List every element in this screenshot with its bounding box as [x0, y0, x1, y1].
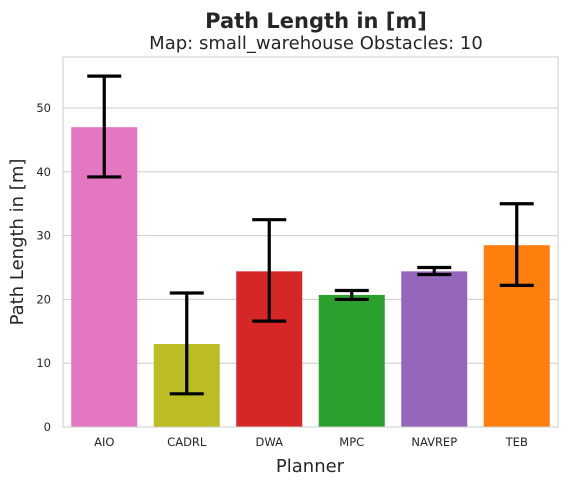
chart-title: Path Length in [m] [205, 9, 427, 33]
error-bar-teb [499, 202, 534, 287]
bar-mpc [318, 294, 385, 427]
x-tick-label-dwa: DWA [256, 435, 284, 449]
y-tick-label: 20 [36, 292, 51, 306]
x-tick-label-cadrl: CADRL [167, 435, 207, 449]
x-axis-label: Planner [276, 456, 345, 477]
y-axis-label: Path Length in [m] [7, 159, 28, 326]
y-tick-label: 50 [36, 101, 51, 115]
error-bar-mpc [334, 288, 369, 302]
plot-frame [62, 56, 559, 428]
x-tick-label-navrep: NAVREP [411, 435, 457, 449]
x-tick-label-mpc: MPC [339, 435, 364, 449]
x-tick-label-teb: TEB [505, 435, 528, 449]
x-axis-ticks: AIO CADRL DWA MPC NAVREP TEB [94, 435, 528, 449]
y-tick-label: 30 [36, 229, 51, 243]
error-bar-cadrl [169, 291, 204, 396]
y-tick-label: 10 [36, 356, 51, 370]
error-bar-aio [87, 74, 122, 179]
error-bars [87, 74, 534, 396]
chart-subtitle: Map: small_warehouse Obstacles: 10 [149, 33, 483, 54]
error-bar-navrep [417, 265, 452, 277]
x-tick-label-aio: AIO [94, 435, 114, 449]
error-bar-dwa [252, 218, 287, 323]
y-tick-label: 0 [44, 420, 51, 434]
y-tick-label: 40 [36, 165, 51, 179]
bar-navrep [401, 271, 468, 427]
y-axis-ticks: 0 10 20 30 40 50 [36, 101, 51, 434]
